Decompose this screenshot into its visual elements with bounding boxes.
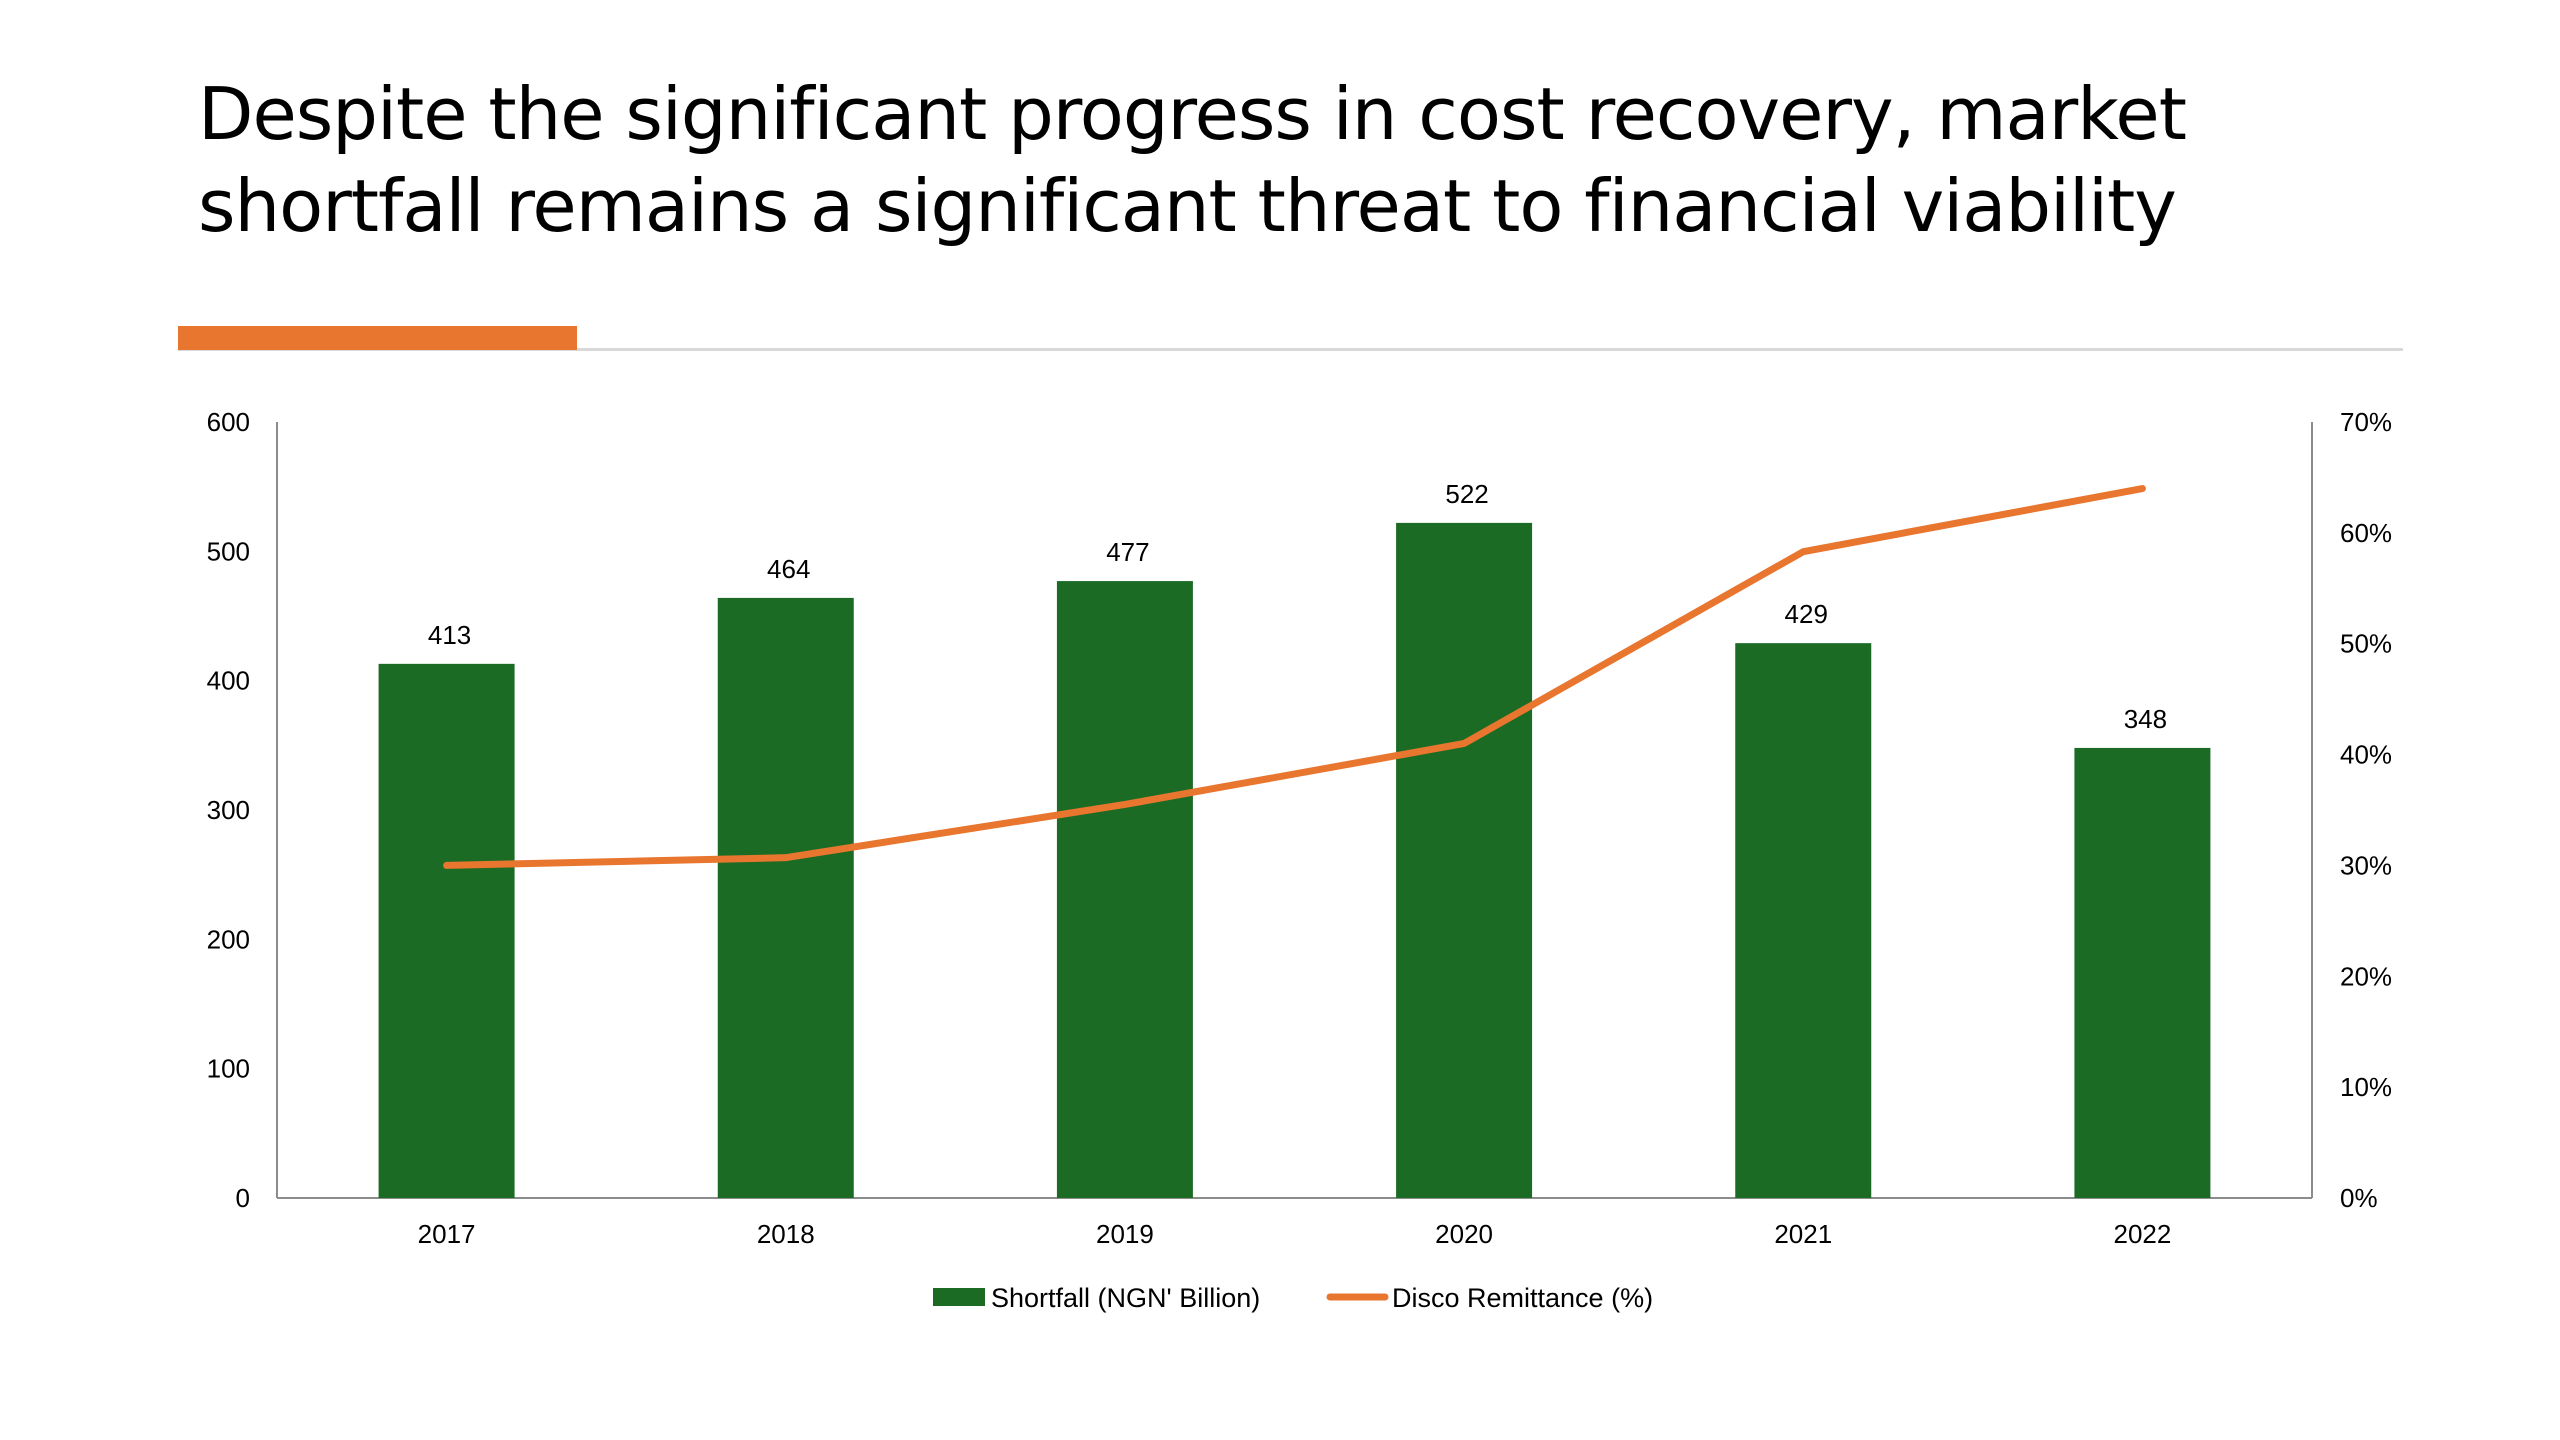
y2-tick-label: 70% xyxy=(2340,407,2392,437)
bar-data-label: 464 xyxy=(767,554,810,584)
line-point xyxy=(446,864,448,866)
bar xyxy=(1056,581,1193,1198)
title-accent-bar xyxy=(178,326,577,350)
y2-tick-label: 30% xyxy=(2340,850,2392,880)
bar xyxy=(378,663,515,1198)
bar-data-label: 522 xyxy=(1445,479,1488,509)
y2-tick-label: 60% xyxy=(2340,518,2392,548)
y2-tick-label: 20% xyxy=(2340,961,2392,991)
line-point xyxy=(785,857,787,859)
x-tick-label: 2017 xyxy=(418,1219,476,1249)
bar xyxy=(1735,643,1872,1198)
slide-title: Despite the significant progress in cost… xyxy=(198,68,2398,252)
legend-label-shortfall: Shortfall (NGN' Billion) xyxy=(991,1283,1260,1313)
y-tick-label: 0 xyxy=(236,1183,250,1213)
y2-tick-label: 10% xyxy=(2340,1072,2392,1102)
bar-data-label: 477 xyxy=(1106,537,1149,567)
legend-swatch-shortfall xyxy=(933,1288,985,1306)
y2-tick-label: 40% xyxy=(2340,740,2392,770)
y-tick-label: 200 xyxy=(207,924,250,954)
line-point xyxy=(2141,488,2143,490)
y-tick-label: 500 xyxy=(207,536,250,566)
title-divider xyxy=(178,348,2403,351)
bar-data-label: 429 xyxy=(1785,599,1828,629)
x-tick-label: 2018 xyxy=(757,1219,815,1249)
line-point xyxy=(1124,803,1126,805)
y-tick-label: 400 xyxy=(207,666,250,696)
line-series xyxy=(443,485,2146,869)
legend-label-remittance: Disco Remittance (%) xyxy=(1392,1283,1653,1313)
title-line-1: Despite the significant progress in cost… xyxy=(198,72,2187,156)
bar-data-label: 413 xyxy=(428,620,471,650)
y-tick-label: 600 xyxy=(207,407,250,437)
y2-tick-label: 50% xyxy=(2340,629,2392,659)
x-tick-label: 2022 xyxy=(2113,1219,2171,1249)
line-point xyxy=(1463,742,1465,744)
bar xyxy=(2074,747,2211,1198)
title-line-2: shortfall remains a significant threat t… xyxy=(198,164,2177,248)
y-tick-label: 100 xyxy=(207,1054,250,1084)
bar xyxy=(1396,522,1533,1198)
x-tick-label: 2021 xyxy=(1774,1219,1832,1249)
line-point xyxy=(1802,551,1804,553)
y-tick-label: 300 xyxy=(207,795,250,825)
bar-data-label: 348 xyxy=(2124,704,2167,734)
x-tick-label: 2020 xyxy=(1435,1219,1493,1249)
y2-tick-label: 0% xyxy=(2340,1183,2378,1213)
bar xyxy=(717,597,854,1198)
x-tick-label: 2019 xyxy=(1096,1219,1154,1249)
